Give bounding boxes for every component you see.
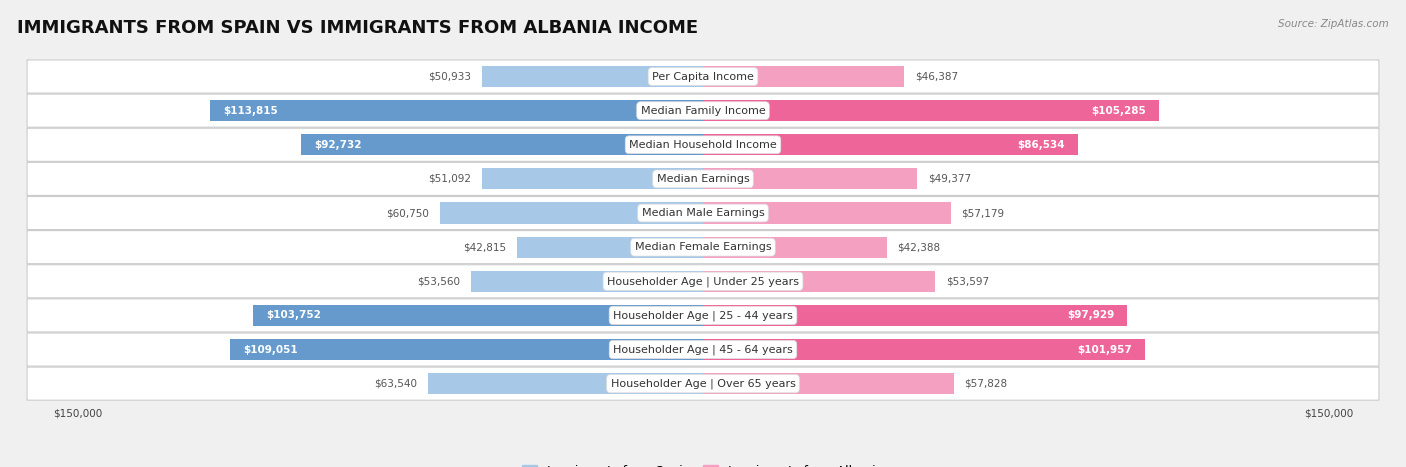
Text: Median Family Income: Median Family Income (641, 106, 765, 116)
Text: $150,000: $150,000 (53, 408, 103, 418)
Text: $63,540: $63,540 (374, 379, 416, 389)
Bar (703, 305, 1128, 326)
Legend: Immigrants from Spain, Immigrants from Albania: Immigrants from Spain, Immigrants from A… (517, 460, 889, 467)
Text: $150,000: $150,000 (1303, 408, 1353, 418)
Text: Householder Age | 25 - 44 years: Householder Age | 25 - 44 years (613, 310, 793, 321)
Text: $57,828: $57,828 (965, 379, 1008, 389)
Text: $49,377: $49,377 (928, 174, 972, 184)
FancyBboxPatch shape (27, 94, 1379, 127)
Text: $86,534: $86,534 (1018, 140, 1064, 150)
Text: Per Capita Income: Per Capita Income (652, 71, 754, 82)
Text: $97,929: $97,929 (1067, 311, 1115, 320)
Bar (482, 168, 703, 190)
Bar (703, 66, 904, 87)
Bar (253, 305, 703, 326)
Text: Source: ZipAtlas.com: Source: ZipAtlas.com (1278, 19, 1389, 28)
Text: $109,051: $109,051 (243, 345, 298, 354)
Text: Householder Age | Over 65 years: Householder Age | Over 65 years (610, 378, 796, 389)
Bar (482, 66, 703, 87)
FancyBboxPatch shape (27, 333, 1379, 366)
Bar (703, 168, 917, 190)
Text: Median Male Earnings: Median Male Earnings (641, 208, 765, 218)
Text: Householder Age | 45 - 64 years: Householder Age | 45 - 64 years (613, 344, 793, 355)
Bar (231, 339, 703, 360)
Text: $42,815: $42,815 (464, 242, 506, 252)
Bar (209, 100, 703, 121)
Bar (301, 134, 703, 156)
Bar (703, 339, 1144, 360)
Text: $50,933: $50,933 (429, 71, 471, 82)
Bar (703, 100, 1159, 121)
FancyBboxPatch shape (27, 367, 1379, 400)
Text: Median Female Earnings: Median Female Earnings (634, 242, 772, 252)
Bar (471, 271, 703, 292)
Text: IMMIGRANTS FROM SPAIN VS IMMIGRANTS FROM ALBANIA INCOME: IMMIGRANTS FROM SPAIN VS IMMIGRANTS FROM… (17, 19, 697, 37)
Bar (703, 373, 953, 394)
Bar (703, 271, 935, 292)
Text: $57,179: $57,179 (962, 208, 1005, 218)
Text: Median Earnings: Median Earnings (657, 174, 749, 184)
Text: Median Household Income: Median Household Income (628, 140, 778, 150)
Text: $101,957: $101,957 (1077, 345, 1132, 354)
Text: $46,387: $46,387 (915, 71, 957, 82)
FancyBboxPatch shape (27, 299, 1379, 332)
Bar (517, 237, 703, 258)
Bar (703, 134, 1078, 156)
Text: $51,092: $51,092 (427, 174, 471, 184)
Text: Householder Age | Under 25 years: Householder Age | Under 25 years (607, 276, 799, 287)
Text: $103,752: $103,752 (267, 311, 322, 320)
Text: $105,285: $105,285 (1091, 106, 1146, 116)
Bar (427, 373, 703, 394)
FancyBboxPatch shape (27, 265, 1379, 298)
Text: $53,560: $53,560 (418, 276, 460, 286)
Text: $53,597: $53,597 (946, 276, 990, 286)
FancyBboxPatch shape (27, 197, 1379, 230)
FancyBboxPatch shape (27, 163, 1379, 196)
Bar (703, 237, 887, 258)
FancyBboxPatch shape (27, 231, 1379, 264)
FancyBboxPatch shape (27, 128, 1379, 161)
Bar (440, 203, 703, 224)
Text: $113,815: $113,815 (222, 106, 277, 116)
Text: $42,388: $42,388 (897, 242, 941, 252)
Text: $92,732: $92,732 (314, 140, 361, 150)
Bar (703, 203, 950, 224)
Text: $60,750: $60,750 (387, 208, 429, 218)
FancyBboxPatch shape (27, 60, 1379, 93)
